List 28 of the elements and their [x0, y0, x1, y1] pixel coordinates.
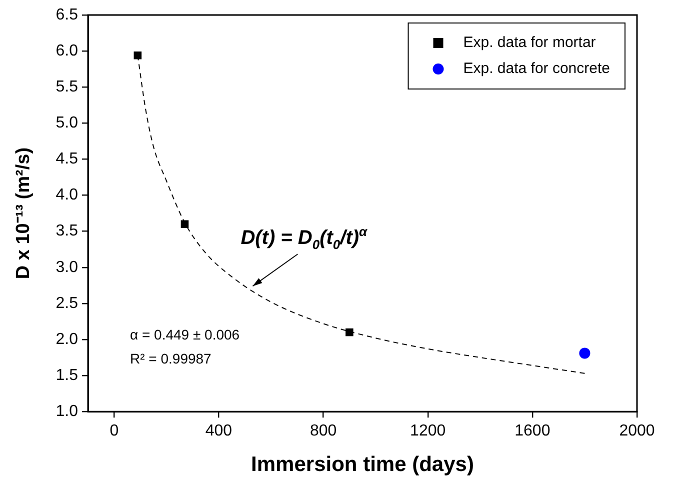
y-tick-label: 6.0: [56, 42, 78, 60]
y-tick-label: 5.0: [56, 114, 78, 132]
y-tick-label: 4.0: [56, 186, 78, 204]
annotation: R² = 0.99987: [130, 350, 212, 367]
y-tick-label: 5.5: [56, 78, 78, 96]
point: [134, 51, 142, 60]
x-tick-label: 400: [205, 422, 232, 440]
y-tick-label: 4.5: [56, 150, 78, 168]
x-axis-title: Immersion time (days): [251, 453, 474, 476]
point: [579, 348, 590, 359]
y-axis-title: D x 10⁻¹³ (m²/s): [13, 147, 34, 280]
y-tick-label: 3.5: [56, 222, 78, 240]
y-tick-label: 3.0: [56, 258, 78, 276]
annotation: α = 0.449 ± 0.006: [130, 326, 240, 343]
x-tick-label: 1200: [410, 422, 446, 440]
legend-label: Exp. data for mortar: [463, 34, 596, 52]
y-tick-label: 1.5: [56, 366, 78, 384]
point: [346, 328, 354, 336]
legend-label: Exp. data for concrete: [463, 60, 610, 78]
y-tick-label: 2.5: [56, 294, 78, 312]
x-tick-label: 800: [310, 422, 337, 440]
point: [180, 220, 189, 228]
y-tick-label: 2.0: [56, 330, 78, 348]
x-tick-label: 2000: [619, 422, 655, 440]
y-tick-label: 1.0: [56, 403, 78, 420]
x-tick-label: 0: [110, 422, 119, 440]
x-tick-label: 1600: [514, 422, 550, 440]
y-tick-label: 6.5: [56, 6, 78, 24]
